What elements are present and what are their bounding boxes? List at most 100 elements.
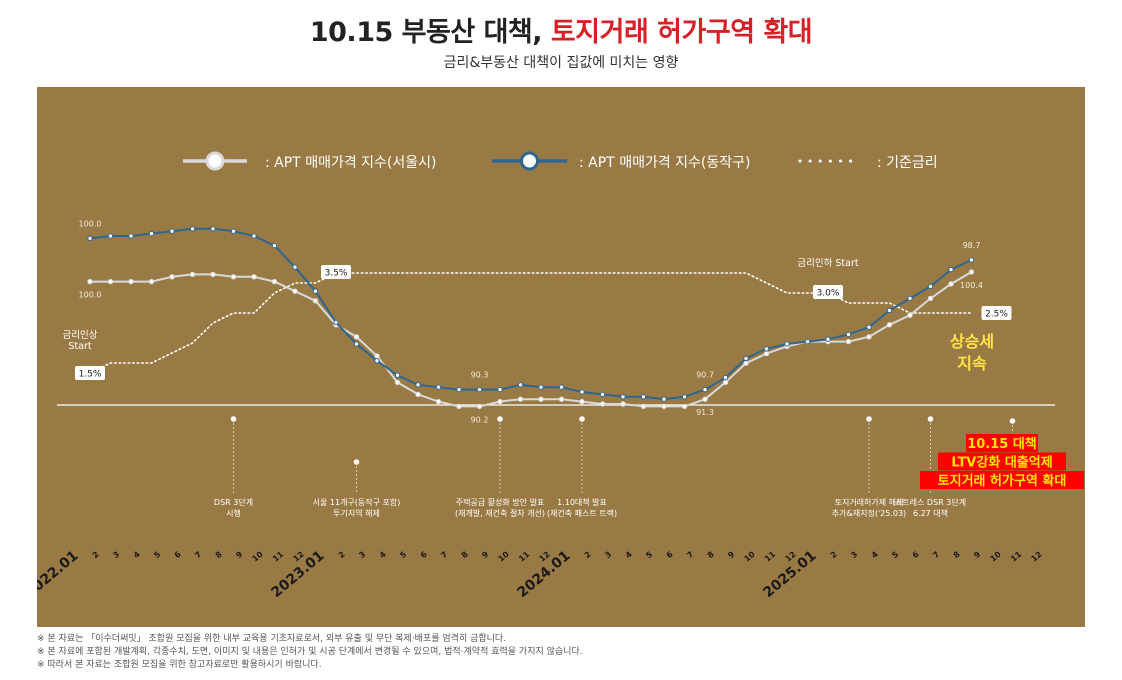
rate-annotation: 금리인상 bbox=[63, 330, 98, 341]
x-tick-label: 4 bbox=[624, 549, 634, 560]
legend-dongjak-marker bbox=[520, 151, 539, 171]
series-dongjak-point bbox=[681, 394, 688, 400]
series-seoul-point bbox=[148, 278, 155, 285]
policy-label: 10.15 대책 bbox=[967, 437, 1037, 452]
x-tick-label: 4 bbox=[870, 549, 880, 560]
x-tick-label: 2 bbox=[91, 550, 101, 560]
series-seoul-point bbox=[189, 271, 196, 278]
series-dongjak-point bbox=[312, 288, 319, 294]
x-tick-label: 8 bbox=[460, 549, 470, 560]
rate-label: 3.5% bbox=[325, 269, 348, 279]
policy-highlight bbox=[920, 471, 1084, 489]
x-tick-label: 3 bbox=[849, 550, 859, 560]
series-seoul-point bbox=[271, 278, 278, 285]
footnote: ※ 본 자료에 포함된 개발계획, 각종수치, 도면, 이미지 및 내용은 인허… bbox=[37, 647, 583, 657]
x-tick-label: 2 bbox=[337, 550, 347, 560]
x-tick-label: 7 bbox=[931, 550, 941, 560]
point-label: 90.3 bbox=[471, 371, 489, 380]
trend-label: 지속 bbox=[957, 354, 987, 373]
series-dongjak-point bbox=[620, 394, 626, 400]
x-tick-label: 9 bbox=[972, 549, 982, 560]
series-dongjak-point bbox=[558, 384, 565, 390]
rate-annotation: Start bbox=[68, 341, 91, 352]
x-tick-label: 11 bbox=[1009, 549, 1024, 563]
x-tick-label: 4 bbox=[378, 549, 388, 560]
series-seoul-point bbox=[292, 288, 298, 294]
x-tick-label: 11 bbox=[763, 549, 778, 563]
series-seoul-point bbox=[394, 379, 401, 386]
x-tick-label: 7 bbox=[439, 550, 449, 560]
event-label: 토지거래허가제 해제 bbox=[835, 497, 904, 507]
series-seoul-point bbox=[948, 281, 954, 287]
event-label: 추가&재지정('25.03) bbox=[832, 508, 906, 518]
series-seoul-point bbox=[517, 396, 524, 402]
series-dongjak-point bbox=[251, 233, 257, 239]
rate-label-box bbox=[321, 265, 351, 279]
series-seoul-point bbox=[579, 398, 585, 405]
rate-label-box bbox=[981, 306, 1012, 320]
series-seoul-point bbox=[886, 322, 893, 328]
series-dongjak-point bbox=[927, 283, 934, 290]
policy-highlight bbox=[938, 452, 1066, 471]
legend-seoul-marker bbox=[205, 151, 225, 171]
series-dongjak-point bbox=[292, 264, 298, 270]
legend-label: : APT 매매가격 지수(서울시) bbox=[265, 155, 436, 171]
series-dongjak-point bbox=[948, 266, 954, 273]
rate-annotation: 금리인하 Start bbox=[797, 257, 858, 269]
x-tick-label: 12 bbox=[1029, 550, 1043, 564]
series-seoul-point bbox=[722, 379, 729, 386]
series-dongjak-point bbox=[640, 394, 647, 400]
series-seoul-point bbox=[681, 403, 688, 410]
event-marker bbox=[353, 459, 360, 465]
series-dongjak-point bbox=[353, 341, 360, 347]
event-label: (재건축 패스트 트랙) bbox=[547, 508, 617, 518]
rate-label: 3.0% bbox=[817, 289, 840, 299]
event-label: 1.10대책 발표 bbox=[557, 497, 607, 507]
footnote: ※ 따라서 본 자료는 조합원 모집을 위한 참고자료로만 활용하시기 바랍니다… bbox=[37, 660, 322, 670]
series-seoul-line bbox=[90, 271, 973, 408]
x-tick-label: 7 bbox=[193, 550, 203, 560]
event-label: 시행 bbox=[226, 508, 241, 518]
series-seoul-point bbox=[476, 403, 483, 410]
x-tick-label: 9 bbox=[480, 549, 490, 560]
x-tick-label: 6 bbox=[665, 549, 675, 560]
x-tick-label: 7 bbox=[685, 550, 695, 560]
policy-label: 토지거래 허가구역 확대 bbox=[938, 473, 1067, 489]
series-dongjak-point bbox=[435, 384, 442, 390]
series-seoul-point bbox=[353, 334, 360, 340]
series-dongjak-point bbox=[333, 319, 339, 326]
x-tick-label: 11 bbox=[517, 549, 532, 563]
x-tick-label: 10 bbox=[250, 549, 265, 563]
event-marker bbox=[866, 416, 872, 422]
series-dongjak-line bbox=[89, 227, 972, 401]
series-dongjak-point bbox=[599, 391, 606, 398]
legend-label: : 기준금리 bbox=[877, 155, 938, 171]
event-label: 서울 11개구(동작구 포함) bbox=[313, 497, 401, 507]
x-tick-label: 8 bbox=[214, 549, 224, 560]
x-tick-label: 10 bbox=[742, 549, 757, 563]
rate-label-box bbox=[813, 285, 843, 299]
series-dongjak-point bbox=[476, 386, 483, 393]
series-dongjak-point bbox=[148, 230, 155, 237]
event-label: 투기지역 해제 bbox=[333, 508, 380, 518]
x-tick-year-label: 2022.01 bbox=[37, 548, 82, 601]
x-tick-label: 8 bbox=[706, 549, 716, 560]
series-dongjak-point bbox=[169, 228, 175, 234]
series-seoul-point bbox=[702, 396, 708, 402]
series-seoul-point bbox=[210, 271, 216, 278]
x-tick-label: 8 bbox=[952, 549, 962, 560]
rate-label: 1.5% bbox=[79, 370, 102, 380]
series-dongjak-point bbox=[497, 386, 503, 393]
series-seoul-point bbox=[435, 398, 442, 405]
series-dongjak-point bbox=[107, 233, 114, 239]
point-label: 100.0 bbox=[79, 291, 102, 300]
series-seoul-point bbox=[845, 338, 852, 345]
series-seoul-point bbox=[661, 403, 667, 410]
series-dongjak-point bbox=[763, 346, 770, 352]
series-seoul-point bbox=[907, 312, 913, 318]
series-dongjak-point bbox=[784, 341, 790, 347]
event-label: 주택공급 활성화 방안 발표 bbox=[456, 497, 545, 507]
series-seoul-point bbox=[169, 274, 175, 280]
series-seoul-point bbox=[415, 391, 421, 398]
series-seoul-point bbox=[107, 278, 114, 285]
